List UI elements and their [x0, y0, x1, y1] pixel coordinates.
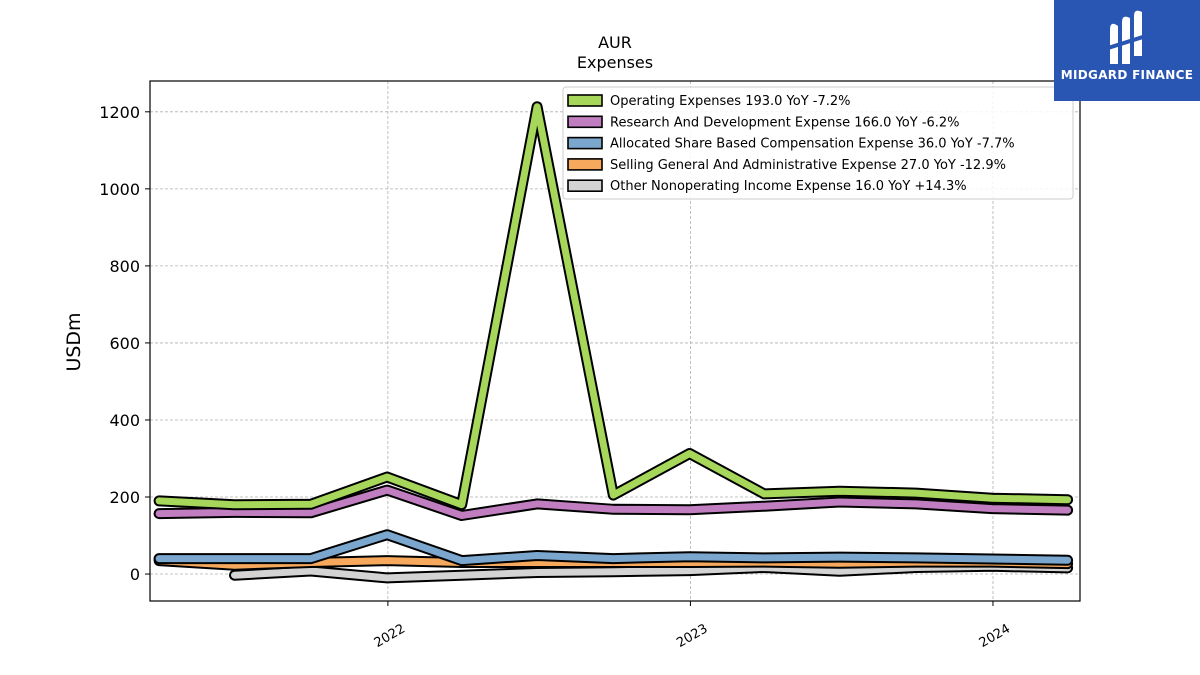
y-tick-label: 1200: [99, 103, 140, 122]
series-line: [153, 529, 1074, 567]
legend-box: [562, 86, 1074, 200]
chart-subtitle: Expenses: [577, 53, 653, 72]
x-tick-label: 2022: [372, 621, 408, 651]
legend-swatch: [567, 94, 603, 107]
x-tick-label: 2024: [977, 621, 1013, 651]
legend-swatch: [567, 115, 603, 129]
series-line-fill: [155, 486, 1072, 519]
chart-title: AUR: [598, 33, 632, 52]
legend-item: Operating Expenses 193.0 YoY -7.2%: [610, 94, 851, 109]
series-lines: [153, 101, 1074, 584]
y-tick-label: 600: [109, 334, 140, 353]
y-axis-label: USDm: [63, 312, 85, 371]
legend-item: Other Nonoperating Income Expense 16.0 Y…: [610, 179, 967, 194]
y-tick-label: 400: [109, 411, 140, 430]
logo-mark-icon: [1107, 10, 1147, 65]
series-line-fill: [155, 103, 1072, 509]
y-axis-ticks: 0 200 400 600 800 1000 1200: [99, 103, 150, 584]
midgard-finance-logo: MIDGARD FINANCE: [1054, 0, 1200, 101]
y-tick-label: 200: [109, 488, 140, 507]
y-tick-label: 800: [109, 257, 140, 276]
legend-swatch: [567, 136, 603, 150]
x-axis-ticks: 2022 2023 2024: [372, 601, 1013, 651]
legend-swatch: [567, 179, 603, 192]
legend-swatch: [567, 158, 603, 171]
series-line-fill: [155, 531, 1072, 565]
logo-text: MIDGARD FINANCE: [1060, 68, 1194, 82]
series-line: [153, 484, 1074, 521]
plot-frame: [149, 80, 1081, 602]
y-tick-label: 1000: [99, 180, 140, 199]
legend-item: Allocated Share Based Compensation Expen…: [610, 137, 1015, 152]
legend-item: Research And Development Expense 166.0 Y…: [610, 115, 960, 130]
y-tick-label: 0: [130, 565, 140, 584]
legend: Operating Expenses 193.0 YoY -7.2% Resear…: [562, 86, 1074, 200]
series-line: [229, 560, 1074, 584]
legend-item: Selling General And Administrative Expen…: [610, 158, 1006, 173]
series-line: [153, 101, 1074, 511]
x-tick-label: 2023: [674, 621, 710, 651]
